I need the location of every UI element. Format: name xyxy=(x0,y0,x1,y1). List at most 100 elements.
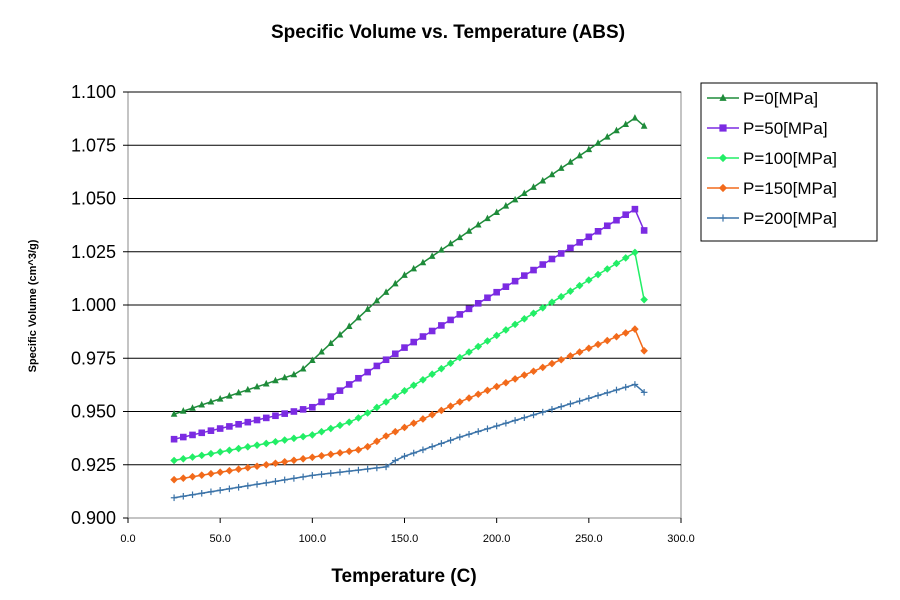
data-point xyxy=(336,387,344,394)
data-point xyxy=(280,436,289,444)
data-point xyxy=(170,410,178,417)
data-point xyxy=(272,478,279,485)
data-point xyxy=(345,418,353,426)
data-point xyxy=(272,376,279,384)
data-point xyxy=(244,385,252,393)
data-point xyxy=(511,195,519,203)
data-point xyxy=(492,382,501,391)
data-point xyxy=(493,288,500,296)
data-point xyxy=(438,440,445,447)
data-point xyxy=(299,454,307,463)
data-point xyxy=(539,176,547,184)
data-point xyxy=(612,259,621,268)
data-point xyxy=(631,114,639,121)
y-tick-label: 1.100 xyxy=(71,82,116,102)
data-point xyxy=(262,479,270,487)
y-axis-label: Specific Volume (cm^3/g) xyxy=(27,239,39,372)
data-point xyxy=(290,408,298,415)
y-tick-label: 1.075 xyxy=(71,135,116,155)
data-point xyxy=(557,355,565,364)
data-point xyxy=(281,476,288,484)
data-point xyxy=(180,407,187,414)
data-point xyxy=(622,211,629,218)
legend-entry: P=0[MPa] xyxy=(707,89,818,108)
data-point xyxy=(326,424,335,433)
data-point xyxy=(280,457,289,466)
data-point xyxy=(226,485,233,493)
data-point xyxy=(613,126,620,134)
data-point xyxy=(719,214,727,222)
data-point xyxy=(373,437,381,446)
data-point xyxy=(234,465,243,474)
data-point xyxy=(336,330,344,338)
data-point xyxy=(502,283,510,290)
data-point xyxy=(410,449,418,457)
data-point xyxy=(409,419,418,428)
data-point xyxy=(502,326,510,334)
data-point xyxy=(364,368,371,376)
data-point xyxy=(198,400,206,408)
data-point xyxy=(456,433,464,441)
data-point xyxy=(428,327,436,335)
data-point xyxy=(585,344,593,353)
data-point xyxy=(493,422,500,430)
x-tick-label: 100.0 xyxy=(299,533,327,545)
data-point xyxy=(474,221,482,228)
series-4 xyxy=(170,325,648,484)
data-point xyxy=(216,487,224,494)
data-point xyxy=(621,254,630,262)
data-point xyxy=(382,356,390,364)
data-point xyxy=(718,183,728,193)
data-point xyxy=(511,417,519,424)
data-point xyxy=(309,472,316,479)
data-point xyxy=(594,270,602,279)
data-point xyxy=(557,164,565,171)
data-point xyxy=(566,287,575,295)
data-point xyxy=(179,454,188,463)
legend-label: P=0[MPa] xyxy=(743,89,818,108)
data-point xyxy=(401,344,408,351)
legend-label: P=150[MPa] xyxy=(743,179,837,198)
data-point xyxy=(575,281,584,290)
data-point xyxy=(391,427,400,436)
y-tick-label: 0.925 xyxy=(71,455,116,475)
data-point xyxy=(170,494,178,502)
data-point xyxy=(530,411,537,419)
data-point xyxy=(281,410,288,417)
data-point xyxy=(474,428,482,435)
data-point xyxy=(327,469,335,477)
data-point xyxy=(354,414,363,422)
data-point xyxy=(447,239,454,247)
data-point xyxy=(456,233,464,241)
data-point xyxy=(612,332,621,341)
data-point xyxy=(603,389,611,397)
data-point xyxy=(719,93,727,101)
data-point xyxy=(511,375,519,383)
data-point xyxy=(419,258,427,266)
data-point xyxy=(437,364,446,373)
data-point xyxy=(621,329,630,337)
data-point xyxy=(419,446,427,454)
data-point xyxy=(567,244,574,252)
data-point xyxy=(502,378,510,387)
x-tick-label: 50.0 xyxy=(209,533,230,545)
data-point xyxy=(309,356,316,364)
data-point xyxy=(576,151,583,159)
data-point xyxy=(207,488,215,496)
data-point xyxy=(520,371,529,379)
data-point xyxy=(446,359,455,367)
data-point xyxy=(521,189,528,197)
data-point xyxy=(235,484,242,491)
data-point xyxy=(354,446,363,454)
data-point xyxy=(189,491,196,499)
legend-label: P=50[MPa] xyxy=(743,119,828,138)
data-point xyxy=(557,292,565,301)
data-point xyxy=(511,277,519,285)
legend-entry: P=200[MPa] xyxy=(707,209,837,228)
data-point xyxy=(631,381,639,388)
data-point xyxy=(373,403,381,412)
data-point xyxy=(557,403,565,410)
data-point xyxy=(391,457,399,464)
data-point xyxy=(355,374,362,382)
data-point xyxy=(318,471,325,478)
